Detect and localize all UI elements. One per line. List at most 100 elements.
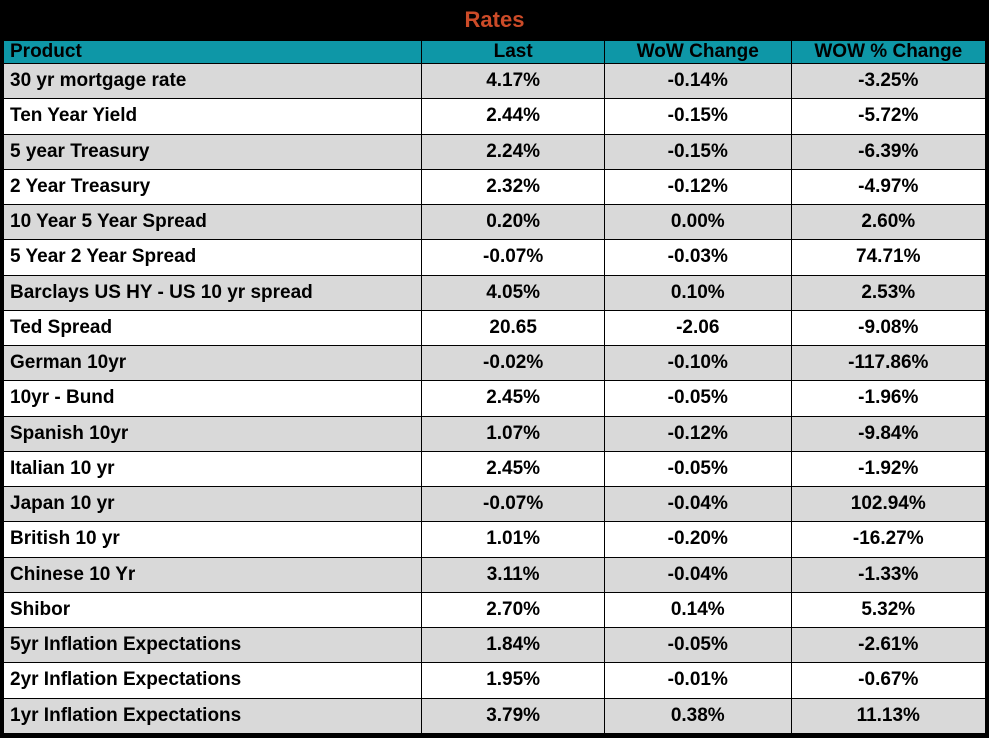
last-cell: -0.07% bbox=[421, 485, 605, 523]
product-cell: Italian 10 yr bbox=[2, 450, 423, 488]
last-cell: 2.24% bbox=[421, 133, 605, 170]
rates-table: Product Last WoW Change WOW % Change 30 … bbox=[2, 40, 987, 734]
table-row: German 10yr -0.02% -0.10% -117.86% bbox=[2, 344, 987, 382]
wow-change-cell: -0.15% bbox=[603, 98, 792, 135]
last-cell: 4.05% bbox=[421, 274, 605, 311]
wow-pct-change-cell: 2.60% bbox=[790, 203, 987, 241]
last-cell: 3.11% bbox=[421, 556, 605, 593]
last-cell: 1.07% bbox=[421, 415, 605, 452]
last-cell: 3.79% bbox=[421, 697, 605, 734]
table-row: 5yr Inflation Expectations 1.84% -0.05% -2.… bbox=[2, 626, 987, 664]
product-cell: 5 Year 2 Year Spread bbox=[2, 239, 423, 276]
wow-change-cell: -0.05% bbox=[603, 450, 792, 488]
wow-change-cell: 0.00% bbox=[603, 203, 792, 241]
product-cell: 1yr Inflation Expectations bbox=[2, 697, 423, 734]
table-row: 10yr - Bund 2.45% -0.05% -1.96% bbox=[2, 380, 987, 417]
product-cell: 2yr Inflation Expectations bbox=[2, 662, 423, 699]
table-row: Ted Spread 20.65 -2.06 -9.08% bbox=[2, 309, 987, 347]
wow-change-cell: -0.05% bbox=[603, 626, 792, 664]
product-cell: Spanish 10yr bbox=[2, 415, 423, 452]
product-cell: Ten Year Yield bbox=[2, 98, 423, 135]
column-header-last: Last bbox=[421, 40, 605, 64]
table-row: 5 Year 2 Year Spread -0.07% -0.03% 74.71% bbox=[2, 239, 987, 276]
wow-pct-change-cell: -5.72% bbox=[790, 98, 987, 135]
table-row: 30 yr mortgage rate 4.17% -0.14% -3.25% bbox=[2, 62, 987, 100]
table-row: Italian 10 yr 2.45% -0.05% -1.92% bbox=[2, 450, 987, 488]
last-cell: 2.45% bbox=[421, 380, 605, 417]
wow-pct-change-cell: -6.39% bbox=[790, 133, 987, 170]
table-row: 2 Year Treasury 2.32% -0.12% -4.97% bbox=[2, 168, 987, 206]
table-row: 5 year Treasury 2.24% -0.15% -6.39% bbox=[2, 133, 987, 170]
last-cell: -0.02% bbox=[421, 344, 605, 382]
wow-pct-change-cell: -9.08% bbox=[790, 309, 987, 347]
page-title: Rates bbox=[464, 7, 525, 32]
rates-table-container: Product Last WoW Change WOW % Change 30 … bbox=[0, 40, 989, 738]
product-cell: German 10yr bbox=[2, 344, 423, 382]
wow-change-cell: -0.04% bbox=[603, 556, 792, 593]
wow-change-cell: -0.04% bbox=[603, 485, 792, 523]
last-cell: 0.20% bbox=[421, 203, 605, 241]
wow-pct-change-cell: -2.61% bbox=[790, 626, 987, 664]
title-bar: Rates bbox=[0, 0, 989, 40]
product-cell: British 10 yr bbox=[2, 521, 423, 558]
table-row: Japan 10 yr -0.07% -0.04% 102.94% bbox=[2, 485, 987, 523]
last-cell: 4.17% bbox=[421, 62, 605, 100]
product-cell: 5yr Inflation Expectations bbox=[2, 626, 423, 664]
wow-change-cell: -0.12% bbox=[603, 168, 792, 206]
wow-change-cell: -2.06 bbox=[603, 309, 792, 347]
product-cell: Shibor bbox=[2, 591, 423, 629]
wow-change-cell: -0.14% bbox=[603, 62, 792, 100]
product-cell: 30 yr mortgage rate bbox=[2, 62, 423, 100]
wow-pct-change-cell: 5.32% bbox=[790, 591, 987, 629]
wow-pct-change-cell: -4.97% bbox=[790, 168, 987, 206]
wow-pct-change-cell: 2.53% bbox=[790, 274, 987, 311]
product-cell: Japan 10 yr bbox=[2, 485, 423, 523]
product-cell: Chinese 10 Yr bbox=[2, 556, 423, 593]
wow-pct-change-cell: -1.33% bbox=[790, 556, 987, 593]
last-cell: 1.84% bbox=[421, 626, 605, 664]
table-row: Chinese 10 Yr 3.11% -0.04% -1.33% bbox=[2, 556, 987, 593]
wow-change-cell: -0.15% bbox=[603, 133, 792, 170]
wow-change-cell: 0.38% bbox=[603, 697, 792, 734]
last-cell: 1.95% bbox=[421, 662, 605, 699]
last-cell: 1.01% bbox=[421, 521, 605, 558]
wow-change-cell: 0.10% bbox=[603, 274, 792, 311]
header-row: Product Last WoW Change WOW % Change bbox=[2, 40, 987, 64]
product-cell: Ted Spread bbox=[2, 309, 423, 347]
product-cell: 10 Year 5 Year Spread bbox=[2, 203, 423, 241]
table-row: 1yr Inflation Expectations 3.79% 0.38% 11.1… bbox=[2, 697, 987, 734]
wow-change-cell: 0.14% bbox=[603, 591, 792, 629]
wow-pct-change-cell: 74.71% bbox=[790, 239, 987, 276]
product-cell: 5 year Treasury bbox=[2, 133, 423, 170]
product-cell: Barclays US HY - US 10 yr spread bbox=[2, 274, 423, 311]
wow-pct-change-cell: -0.67% bbox=[790, 662, 987, 699]
wow-pct-change-cell: -16.27% bbox=[790, 521, 987, 558]
last-cell: 2.45% bbox=[421, 450, 605, 488]
wow-change-cell: -0.10% bbox=[603, 344, 792, 382]
column-header-wow-pct-change: WOW % Change bbox=[790, 40, 987, 64]
wow-change-cell: -0.03% bbox=[603, 239, 792, 276]
last-cell: -0.07% bbox=[421, 239, 605, 276]
wow-pct-change-cell: 102.94% bbox=[790, 485, 987, 523]
last-cell: 2.44% bbox=[421, 98, 605, 135]
table-row: Shibor 2.70% 0.14% 5.32% bbox=[2, 591, 987, 629]
wow-pct-change-cell: -9.84% bbox=[790, 415, 987, 452]
product-cell: 10yr - Bund bbox=[2, 380, 423, 417]
table-row: Spanish 10yr 1.07% -0.12% -9.84% bbox=[2, 415, 987, 452]
last-cell: 2.70% bbox=[421, 591, 605, 629]
table-row: Ten Year Yield 2.44% -0.15% -5.72% bbox=[2, 98, 987, 135]
wow-pct-change-cell: -1.92% bbox=[790, 450, 987, 488]
table-row: 2yr Inflation Expectations 1.95% -0.01% -0.… bbox=[2, 662, 987, 699]
wow-change-cell: -0.01% bbox=[603, 662, 792, 699]
table-row: British 10 yr 1.01% -0.20% -16.27% bbox=[2, 521, 987, 558]
wow-change-cell: -0.20% bbox=[603, 521, 792, 558]
table-row: Barclays US HY - US 10 yr spread 4.05% 0.1… bbox=[2, 274, 987, 311]
column-header-product: Product bbox=[2, 40, 423, 64]
product-cell: 2 Year Treasury bbox=[2, 168, 423, 206]
column-header-wow-change: WoW Change bbox=[603, 40, 792, 64]
wow-pct-change-cell: -3.25% bbox=[790, 62, 987, 100]
table-row: 10 Year 5 Year Spread 0.20% 0.00% 2.60% bbox=[2, 203, 987, 241]
wow-pct-change-cell: -1.96% bbox=[790, 380, 987, 417]
wow-change-cell: -0.12% bbox=[603, 415, 792, 452]
